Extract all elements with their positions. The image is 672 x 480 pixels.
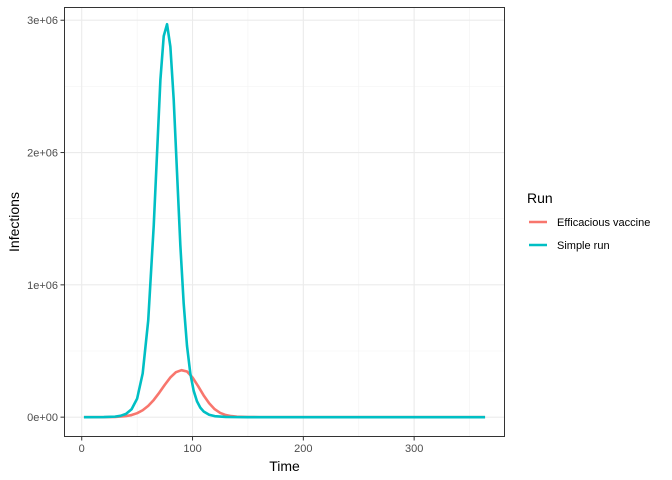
minor-gridlines <box>64 7 505 437</box>
legend-label: Simple run <box>557 240 610 252</box>
x-tick-label: 300 <box>405 443 423 455</box>
y-tick-label: 2e+06 <box>27 148 58 160</box>
x-axis-title: Time <box>269 458 300 474</box>
legend-title: Run <box>527 190 553 206</box>
x-tick-label: 200 <box>294 443 312 455</box>
x-tick-label: 0 <box>79 443 85 455</box>
y-tick-label: 0e+00 <box>27 412 58 424</box>
y-axis-title: Infections <box>6 192 22 252</box>
y-tick-label: 3e+06 <box>27 15 58 27</box>
plot-border <box>64 7 505 437</box>
major-gridlines <box>64 7 505 437</box>
x-tick-label: 100 <box>183 443 201 455</box>
legend-label: Efficacious vaccine <box>557 217 650 229</box>
x-axis: 0 100 200 300 <box>79 437 423 455</box>
series-line <box>83 22 486 419</box>
y-tick-label: 1e+06 <box>27 280 58 292</box>
series-layer <box>83 22 486 419</box>
legend: Run Efficacious vaccine Simple run <box>527 190 650 252</box>
plot-panel <box>64 7 505 437</box>
y-axis: 0e+00 1e+06 2e+06 3e+06 <box>27 15 64 424</box>
